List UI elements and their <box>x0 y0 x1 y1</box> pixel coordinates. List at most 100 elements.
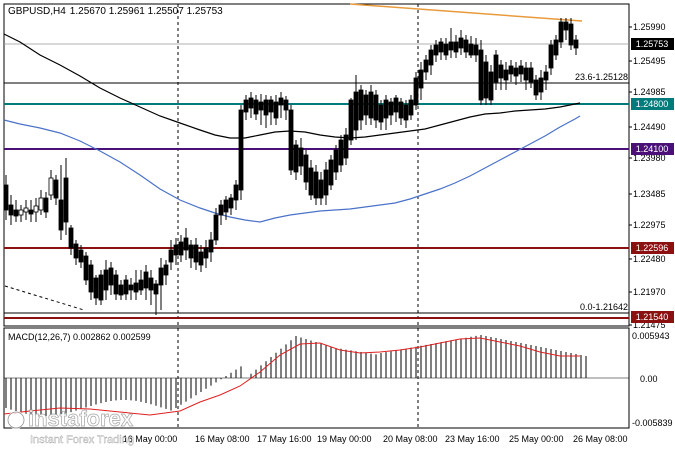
candle-body <box>323 169 329 196</box>
candle-body <box>478 49 484 101</box>
macd-tick-zero: 0.00 <box>640 374 658 384</box>
candle-body <box>403 104 409 121</box>
price-axis-ticks: 1.25990 1.25495 1.24985 1.24490 1.23980 1.234… <box>629 22 666 330</box>
watermark-brand: instaforex <box>28 406 134 431</box>
candle-body <box>538 77 544 93</box>
candle-body <box>473 44 479 56</box>
level-text-122596: 1.22596 <box>636 243 669 253</box>
dashed-trendline[interactable] <box>4 285 85 311</box>
candle-body <box>108 267 114 286</box>
candle-body <box>148 277 154 291</box>
candle-body <box>518 65 524 75</box>
candle-body <box>333 149 339 173</box>
candle-body <box>23 207 29 213</box>
macd-signal-line <box>3 337 580 416</box>
time-axis-label: 17 May 16:00 <box>257 434 312 444</box>
fib-236-label: 23.6-1.25128 <box>575 72 628 82</box>
candlestick-series <box>3 18 579 315</box>
candle-body <box>63 177 69 223</box>
price-tick-label: 1.24490 <box>633 122 666 132</box>
candle-body <box>43 197 49 213</box>
price-tick-label: 1.22480 <box>633 254 666 264</box>
candle-body <box>93 277 99 299</box>
candle-body <box>343 134 349 159</box>
price-tick-label: 1.21475 <box>633 320 666 330</box>
candle-body <box>413 77 419 106</box>
level-tag-124100 <box>631 143 674 155</box>
candle-body <box>263 99 269 116</box>
candle-body <box>513 67 519 77</box>
moving-average-black <box>3 33 581 139</box>
level-tag-121540 <box>631 311 674 323</box>
candle-body <box>448 41 454 51</box>
candle-body <box>438 41 444 53</box>
candle-body <box>208 239 214 253</box>
candle-body <box>48 177 54 196</box>
candle-body <box>548 44 554 69</box>
candle-body <box>273 101 279 119</box>
candle-body <box>53 179 59 199</box>
candle-body <box>258 101 264 111</box>
candle-body <box>218 204 224 216</box>
candle-body <box>183 237 189 251</box>
candle-body <box>558 21 564 43</box>
price-tick-label: 1.23980 <box>633 153 666 163</box>
candle-body <box>128 284 134 291</box>
candle-body <box>348 99 354 141</box>
candle-body <box>528 67 534 83</box>
candle-body <box>338 139 344 166</box>
candle-body <box>543 71 549 81</box>
orange-trendline[interactable] <box>349 3 583 22</box>
candle-body <box>188 244 194 259</box>
candle-body <box>73 243 79 259</box>
candle-body <box>463 39 469 53</box>
candle-body <box>568 23 574 46</box>
candle-body <box>163 264 169 276</box>
candle-body <box>153 283 159 295</box>
candle-body <box>228 197 234 209</box>
symbol-text: GBPUSD,H4 <box>8 6 66 17</box>
time-axis-label: 20 May 08:00 <box>383 434 438 444</box>
macd-tick-bottom: -0.005839 <box>632 418 673 428</box>
candle-body <box>388 101 394 116</box>
candle-body <box>358 89 364 121</box>
candle-body <box>133 282 139 293</box>
candle-body <box>248 97 254 109</box>
candle-body <box>368 91 374 119</box>
candle-body <box>168 249 174 263</box>
candle-body <box>458 37 464 49</box>
candle-body <box>563 21 569 31</box>
candle-body <box>453 41 459 53</box>
time-axis-label: 16 May 00:00 <box>123 434 178 444</box>
candle-body <box>393 97 399 113</box>
candle-body <box>488 71 494 101</box>
current-price-text: 1.25753 <box>636 39 669 49</box>
candle-body <box>383 99 389 119</box>
price-tick-label: 1.23485 <box>633 189 666 199</box>
candle-body <box>308 167 314 196</box>
candle-body <box>268 99 274 113</box>
candle-body <box>18 209 24 216</box>
candle-body <box>398 101 404 119</box>
candle-body <box>483 61 489 99</box>
price-axis[interactable] <box>630 0 675 450</box>
candle-body <box>213 214 219 241</box>
candle-body <box>423 59 429 73</box>
candle-body <box>158 267 164 286</box>
candle-body <box>203 247 209 259</box>
candle-body <box>443 43 449 56</box>
candle-body <box>33 205 39 213</box>
candle-body <box>503 69 509 81</box>
candle-body <box>233 184 239 201</box>
candle-body <box>103 269 109 291</box>
candle-body <box>288 109 294 171</box>
instaforex-watermark: instaforex Instant Forex Trading <box>7 406 134 446</box>
level-tag-122596 <box>631 242 674 254</box>
candle-body <box>178 241 184 256</box>
current-price-tag <box>631 38 674 50</box>
macd-label: MACD(12,26,7) 0.002862 0.002599 <box>8 332 151 342</box>
candle-body <box>88 264 94 293</box>
time-axis-label: 16 May 08:00 <box>195 434 250 444</box>
candle-body <box>38 197 44 211</box>
